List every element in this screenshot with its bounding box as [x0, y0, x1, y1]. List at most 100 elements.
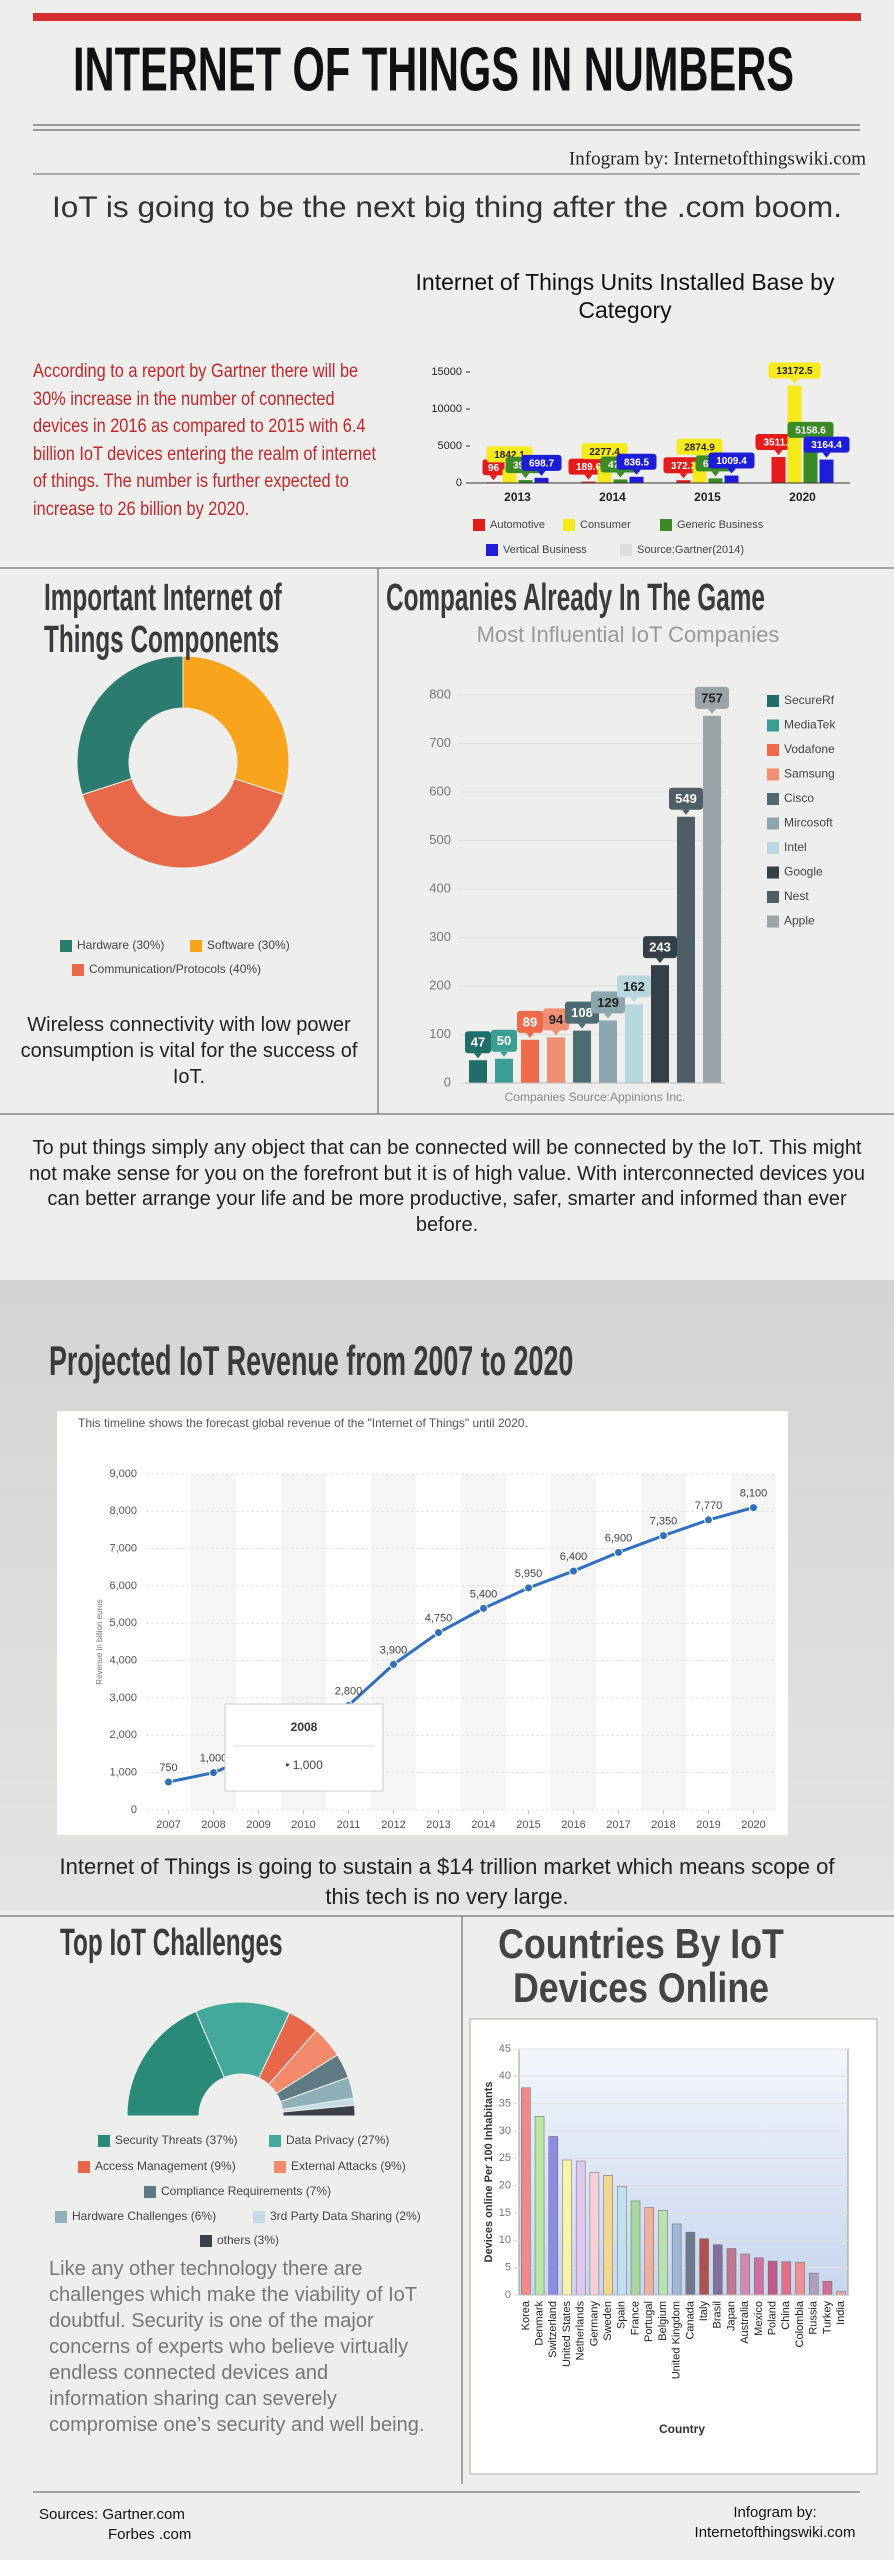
chart-subtitle: This timeline shows the forecast global …: [78, 1416, 528, 1430]
x-axis-title: Companies Source:Appinions Inc.: [505, 1090, 686, 1104]
legend-label: Mircosoft: [784, 816, 833, 830]
x-tick-label: Japan: [725, 2301, 737, 2331]
data-label-pointer: [578, 1023, 586, 1029]
data-label-box: [708, 452, 755, 469]
y-tick-label: 8,000: [109, 1505, 137, 1517]
data-label-box: [482, 459, 505, 476]
legend-swatch: [767, 866, 779, 879]
data-label: 2,800: [335, 1685, 363, 1697]
legend-swatch: [55, 2211, 67, 2223]
data-label-box: [669, 787, 703, 810]
data-label: 243: [649, 940, 671, 955]
x-tick-label: 2014: [599, 490, 626, 504]
y-tick-label: 25: [499, 2152, 511, 2164]
data-label-box: [465, 1031, 491, 1054]
bar: [521, 1039, 539, 1083]
bar: [685, 2231, 696, 2296]
bar: [573, 1030, 591, 1083]
point: [209, 1768, 218, 1778]
x-tick-label: Denmark: [533, 2301, 545, 2346]
x-tick-label: Brasil: [712, 2301, 724, 2329]
sources: Forbes .com: [108, 2526, 191, 2543]
y-tick-label: 5,000: [109, 1617, 137, 1629]
data-label-pointer: [790, 378, 799, 384]
credit: Internetofthingswiki.com: [695, 2524, 856, 2541]
chart-subtitle: Most Influential IoT Companies: [477, 622, 780, 647]
legend-swatch: [660, 519, 672, 531]
x-tick-label: 2011: [337, 1819, 361, 1831]
x-tick-label: Turkey: [821, 2301, 833, 2335]
byline: Infogram by: Internetofthingswiki.com: [569, 148, 866, 169]
data-label-pointer: [656, 958, 664, 964]
bar: [658, 2210, 668, 2296]
data-label: 372.3: [671, 461, 696, 472]
y-tick-label: 5000: [438, 440, 462, 452]
bar: [726, 2248, 737, 2296]
data-label: 1,000: [200, 1753, 228, 1765]
bar: [795, 2261, 805, 2296]
top-bar: [33, 13, 861, 21]
data-label: 129: [597, 995, 619, 1010]
x-tick-label: Australia: [739, 2300, 751, 2344]
y-tick-label: 300: [429, 929, 451, 944]
data-label-box: [517, 1010, 543, 1033]
x-tick-label: 2015: [516, 1819, 540, 1831]
legend-swatch: [767, 793, 779, 805]
data-label-pointer: [474, 1053, 482, 1059]
x-tick-label: 2020: [741, 1819, 765, 1831]
x-tick-label: China: [780, 2300, 792, 2330]
legend-label: Google: [784, 865, 823, 879]
legend-swatch: [767, 817, 779, 830]
bar: [708, 478, 723, 483]
x-tick-label: 2016: [561, 1819, 585, 1831]
x-tick-label: 2018: [651, 1819, 675, 1831]
legend-swatch: [269, 2135, 281, 2147]
x-tick-label: 2012: [381, 1819, 405, 1831]
bar: [589, 2172, 600, 2296]
x-tick-label: 2013: [426, 1819, 450, 1831]
column-band: [551, 1474, 596, 1810]
legend-label: External Attacks (9%): [291, 2159, 406, 2173]
data-label: 89: [523, 1014, 537, 1029]
x-tick-label: 2009: [246, 1819, 270, 1831]
x-tick-label: India: [835, 2300, 847, 2325]
bar: [740, 2253, 750, 2296]
y-tick-label: 40: [499, 2070, 511, 2082]
point: [164, 1777, 173, 1787]
bar: [469, 1060, 487, 1083]
data-label: 2277.4: [589, 447, 620, 458]
legend-label: Intel: [784, 840, 807, 854]
x-tick-label: Belgium: [657, 2301, 669, 2341]
legend-label: Cisco: [784, 791, 814, 805]
data-label-box: [695, 686, 729, 709]
data-label: 549: [675, 791, 697, 806]
bar: [548, 2136, 559, 2296]
y-tick-label: 4,000: [109, 1655, 137, 1667]
x-tick-label: 2014: [471, 1819, 495, 1831]
page-title: INTERNET OF THINGS IN NUMBERS: [73, 35, 794, 104]
data-label-pointer: [630, 997, 638, 1003]
legend-swatch: [563, 519, 575, 531]
x-tick-label: 2007: [156, 1819, 180, 1831]
credit: Infogram by:: [733, 2504, 816, 2521]
point: [479, 1603, 488, 1613]
data-label: 2874.9: [684, 442, 715, 453]
x-tick-label: Italy: [698, 2301, 710, 2322]
data-label-pointer: [679, 473, 688, 479]
y-tick-label: 0: [131, 1804, 137, 1816]
y-tick-label: 600: [429, 783, 451, 798]
x-tick-label: Mexico: [753, 2301, 765, 2336]
bar: [651, 965, 669, 1083]
legend-swatch: [767, 842, 779, 854]
legend-label: MediaTek: [784, 718, 836, 732]
plot-area: [518, 2048, 849, 2296]
x-tick-label: France: [629, 2301, 641, 2335]
data-label: 47: [471, 1035, 485, 1050]
source-note: Source:Gartner(2014): [637, 544, 744, 556]
column-band: [461, 1474, 506, 1810]
ring-segment: [182, 655, 290, 796]
bar: [767, 2260, 778, 2296]
data-label: 5,950: [515, 1568, 543, 1580]
y-tick-label: 2,000: [109, 1729, 137, 1741]
data-label-pointer: [822, 452, 831, 458]
